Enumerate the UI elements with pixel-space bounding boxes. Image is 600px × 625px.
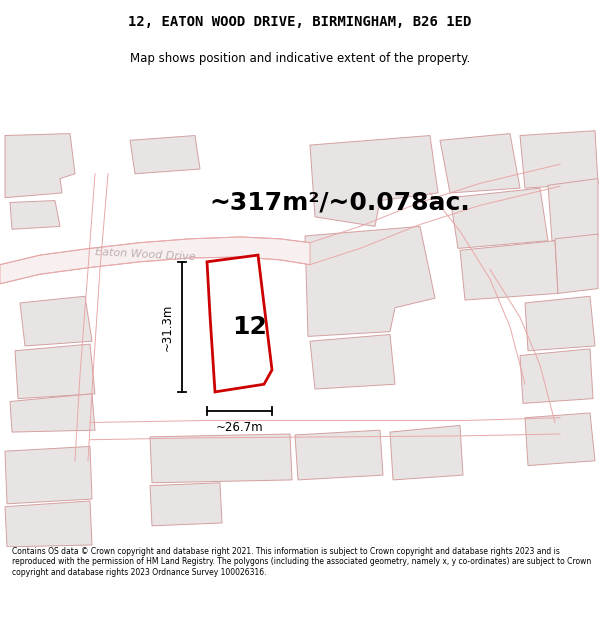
Text: ~317m²/~0.078ac.: ~317m²/~0.078ac. bbox=[209, 191, 470, 214]
Text: Eaton Wood Drive: Eaton Wood Drive bbox=[95, 248, 196, 262]
Text: ~31.3m: ~31.3m bbox=[161, 303, 174, 351]
Text: 12, EATON WOOD DRIVE, BIRMINGHAM, B26 1ED: 12, EATON WOOD DRIVE, BIRMINGHAM, B26 1E… bbox=[128, 15, 472, 29]
Polygon shape bbox=[310, 334, 395, 389]
Polygon shape bbox=[520, 349, 593, 403]
Text: Map shows position and indicative extent of the property.: Map shows position and indicative extent… bbox=[130, 52, 470, 65]
Polygon shape bbox=[5, 501, 92, 547]
Text: Contains OS data © Crown copyright and database right 2021. This information is : Contains OS data © Crown copyright and d… bbox=[12, 547, 591, 577]
Polygon shape bbox=[460, 241, 558, 300]
Polygon shape bbox=[520, 131, 598, 188]
Polygon shape bbox=[555, 234, 598, 293]
Polygon shape bbox=[150, 434, 292, 482]
Polygon shape bbox=[450, 188, 548, 248]
Polygon shape bbox=[150, 482, 222, 526]
Polygon shape bbox=[548, 179, 598, 241]
Polygon shape bbox=[295, 430, 383, 480]
Polygon shape bbox=[10, 201, 60, 229]
Polygon shape bbox=[20, 296, 92, 346]
Polygon shape bbox=[305, 226, 435, 336]
Polygon shape bbox=[310, 136, 438, 226]
Polygon shape bbox=[0, 237, 310, 284]
Polygon shape bbox=[5, 134, 75, 198]
Polygon shape bbox=[440, 134, 520, 193]
Text: 12: 12 bbox=[233, 315, 268, 339]
Polygon shape bbox=[5, 446, 92, 504]
Text: ~26.7m: ~26.7m bbox=[215, 421, 263, 434]
Polygon shape bbox=[525, 296, 595, 351]
Polygon shape bbox=[130, 136, 200, 174]
Polygon shape bbox=[10, 394, 95, 432]
Polygon shape bbox=[390, 426, 463, 480]
Polygon shape bbox=[525, 413, 595, 466]
Polygon shape bbox=[15, 344, 95, 399]
Polygon shape bbox=[207, 255, 272, 392]
